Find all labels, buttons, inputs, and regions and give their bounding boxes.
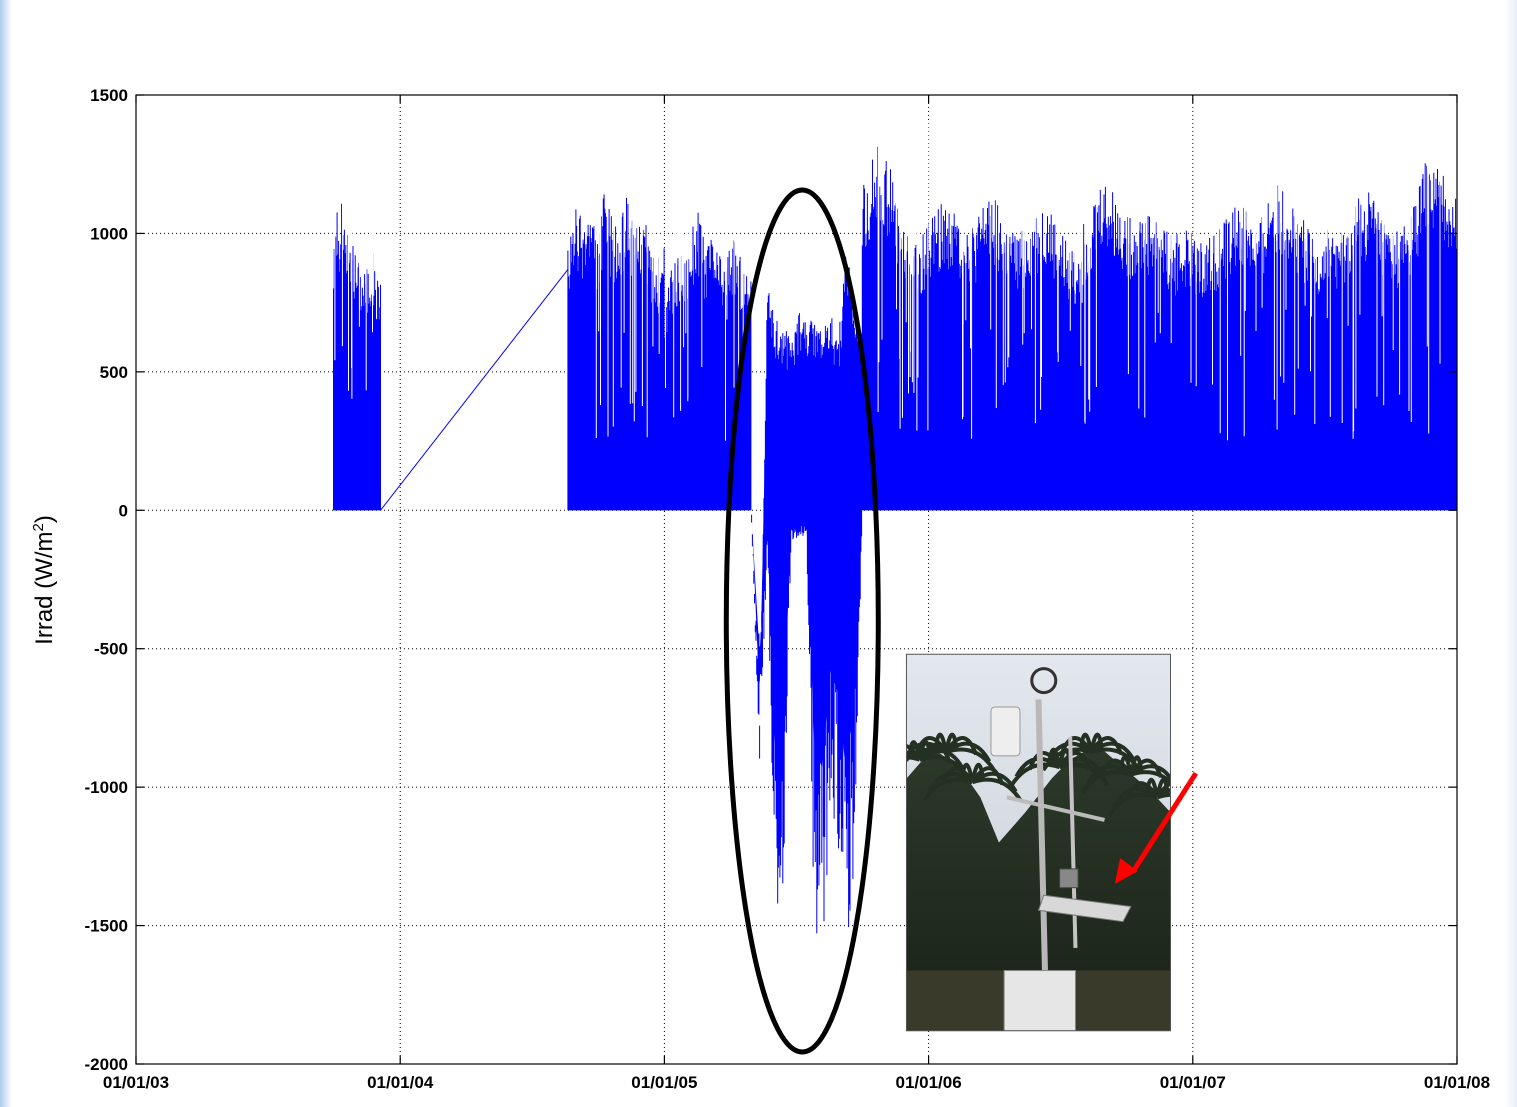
y-axis-label: Irrad (W/m2): [30, 515, 58, 645]
series-segment: [664, 122, 752, 511]
photo-pyranometer: [1059, 868, 1079, 889]
photo-solar-panel: [1037, 894, 1132, 923]
series-dropouts: [595, 122, 660, 438]
series-daily-spikes: [333, 203, 381, 511]
red-arrow-shaft: [1130, 771, 1198, 874]
photo-palm-fronds: [906, 732, 1171, 817]
y-tick-label: 500: [100, 363, 128, 382]
y-tick-label: -1000: [85, 778, 128, 797]
x-tick-label: 01/01/03: [103, 1073, 169, 1092]
series-dropouts: [665, 122, 744, 441]
highlight-ellipse: [723, 187, 881, 1055]
y-tick-label: 1500: [90, 86, 128, 105]
x-tick-label: 01/01/06: [896, 1073, 962, 1092]
data-series: [333, 122, 1457, 934]
photo-rain-gauge: [990, 706, 1021, 757]
annotations: [723, 187, 1198, 1055]
y-tick-label: 1000: [90, 224, 128, 243]
x-tick-label: 01/01/05: [631, 1073, 697, 1092]
series-segment: [567, 122, 665, 511]
red-arrow-head: [1114, 858, 1138, 885]
y-tick-label: -500: [94, 640, 128, 659]
series-segment: [861, 122, 1457, 511]
y-tick-label: -1500: [85, 917, 128, 936]
series-daily-spikes: [751, 256, 863, 934]
photo-palm-trees: [906, 744, 1171, 1031]
series-dropouts: [334, 122, 373, 399]
series-segment: [333, 122, 381, 511]
series-segment: [751, 256, 863, 934]
photo-enclosure: [1003, 970, 1076, 1031]
photo-frame: [905, 653, 1172, 1032]
plot-frame: [135, 94, 1458, 1065]
photo-crossarm: [1006, 795, 1105, 822]
photo-anemometer: [1030, 667, 1058, 695]
weather-station-photo: [906, 654, 1171, 1031]
x-tick-label: 01/01/04: [367, 1073, 434, 1092]
series-connector-line: [380, 269, 569, 511]
inset-photo: [905, 653, 1172, 1032]
plot-area: [136, 95, 1457, 1064]
y-tick-label: 0: [119, 501, 128, 520]
y-tick-label: -2000: [85, 1055, 128, 1074]
x-tick-label: 01/01/08: [1424, 1073, 1490, 1092]
axis-ticks: 01/01/03 01/01/04 01/01/05 01/01/06 01/01/07…: [85, 86, 1491, 1092]
series-dropouts: [877, 122, 1441, 441]
x-tick-label: 01/01/07: [1160, 1073, 1226, 1092]
